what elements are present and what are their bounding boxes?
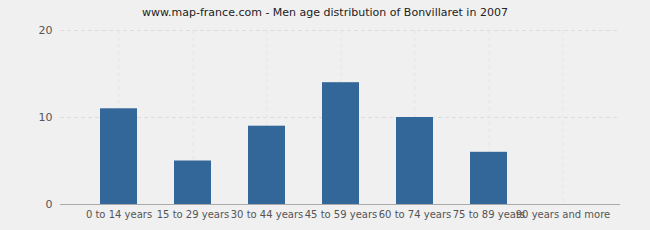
svg-text:90 years and more: 90 years and more <box>516 209 611 220</box>
svg-text:10: 10 <box>39 111 53 124</box>
svg-text:0: 0 <box>46 198 53 211</box>
svg-text:20: 20 <box>39 24 53 37</box>
html-text:www.map-france.com - Men age d: www.map-france.com - Men age distributio… <box>142 6 508 19</box>
svg-text:0 to 14 years: 0 to 14 years <box>86 209 152 220</box>
svg-text:75 to 89 years: 75 to 89 years <box>453 209 526 220</box>
svg-text:30 to 44 years: 30 to 44 years <box>231 209 304 220</box>
svg-text:15 to 29 years: 15 to 29 years <box>157 209 230 220</box>
svg-text:60 to 74 years: 60 to 74 years <box>379 209 452 220</box>
svg-text:45 to 59 years: 45 to 59 years <box>305 209 378 220</box>
